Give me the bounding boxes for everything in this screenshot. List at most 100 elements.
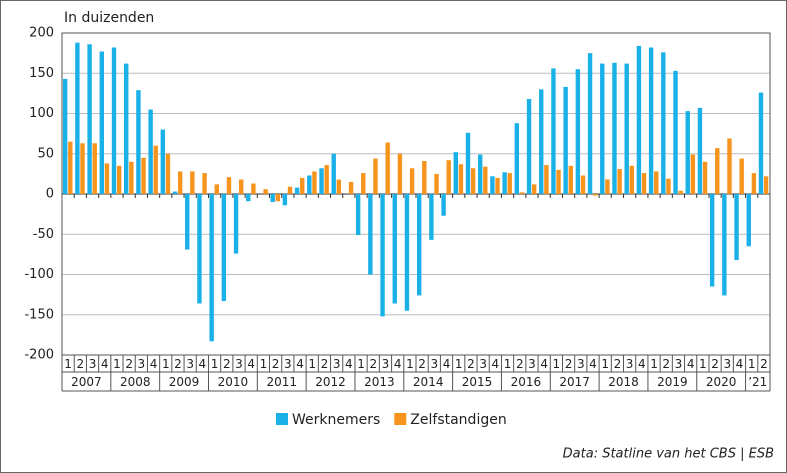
legend-swatch [394,413,407,425]
bar [99,51,104,194]
bar [348,181,354,194]
x-tick-label: 4 [296,357,304,371]
bar [336,179,342,194]
x-tick-label: 4 [247,357,255,371]
x-tick-label: 4 [589,357,597,371]
year-label: 2018 [608,375,639,389]
x-tick-label: 1 [553,357,561,371]
y-tick-label: -150 [24,307,54,322]
bar [263,189,268,194]
bar [282,194,288,206]
bar [246,194,251,202]
bar [727,138,732,194]
bar [661,52,666,194]
x-tick-label: 2 [662,357,670,371]
legend-label: Werknemers [292,412,380,428]
year-label: 2016 [511,375,542,389]
bar [544,165,549,194]
legend-swatch [276,413,288,425]
x-tick-label: 4 [150,357,158,371]
bar [531,184,537,194]
bar [270,194,275,203]
bar [556,169,561,194]
source: Data: Statline van het CBS | ESB [563,447,774,462]
x-tick-label: 4 [101,357,109,371]
bar [563,86,568,194]
x-tick-label: 3 [528,357,536,371]
bar [422,160,427,194]
bar [685,111,690,194]
bar [641,173,647,194]
x-tick-label: 3 [89,357,97,371]
year-label: 2007 [71,375,102,389]
x-tick-label: 3 [577,357,585,371]
bar [612,62,617,194]
bar [465,132,471,194]
bar [629,165,635,194]
bar [624,63,629,195]
year-label: 2010 [218,375,249,389]
x-tick-label: 3 [382,357,390,371]
bar [392,194,397,304]
bar [734,194,739,261]
x-tick-label: 2 [174,357,182,371]
bar [429,194,434,240]
bar [453,152,458,194]
bar [111,47,117,194]
y-tick-label: 150 [29,66,54,81]
bar [575,69,581,194]
x-tick-label: 1 [211,357,219,371]
bar [172,191,178,194]
x-tick-label: 2 [418,357,426,371]
bar [722,194,727,296]
year-label: 2020 [706,375,737,389]
x-tick-label: 1 [64,357,72,371]
x-tick-label: 1 [504,357,512,371]
year-label: 2011 [266,375,297,389]
bar [434,173,439,194]
bar [221,194,227,302]
bar [239,179,244,194]
bar [702,161,708,194]
bar [312,171,317,194]
x-tick-label: 3 [186,357,194,371]
bar [104,163,110,194]
bar [490,176,495,194]
x-tick-label: 2 [760,357,768,371]
x-tick-label: 3 [284,357,292,371]
x-tick-label: 2 [76,357,84,371]
bar [587,53,593,194]
bar [673,70,678,194]
x-tick-label: 3 [138,357,146,371]
bar [185,194,190,250]
bar [539,89,544,194]
y-tick-label: -200 [24,348,54,363]
x-tick-label: 4 [394,357,402,371]
x-tick-label: 1 [308,357,316,371]
bar [124,63,129,195]
bar [746,194,751,247]
bar [233,194,239,254]
x-tick-label: 1 [699,357,707,371]
x-tick-label: 4 [736,357,744,371]
bar [160,129,166,194]
bar [148,109,153,194]
x-tick-label: 4 [492,357,500,371]
year-label: 2013 [364,375,395,389]
year-label: 2017 [559,375,590,389]
bar [763,176,769,194]
bar [251,183,256,194]
bar [153,145,158,194]
bar [758,92,764,194]
year-label: 2012 [315,375,346,389]
bar [441,194,446,216]
bar [739,158,744,194]
bar [483,166,488,194]
x-tick-label: 1 [748,357,756,371]
bar [600,63,605,195]
bar [294,187,300,194]
x-tick-label: 4 [540,357,548,371]
y-tick-label: 0 [46,187,54,202]
bar [141,157,146,194]
